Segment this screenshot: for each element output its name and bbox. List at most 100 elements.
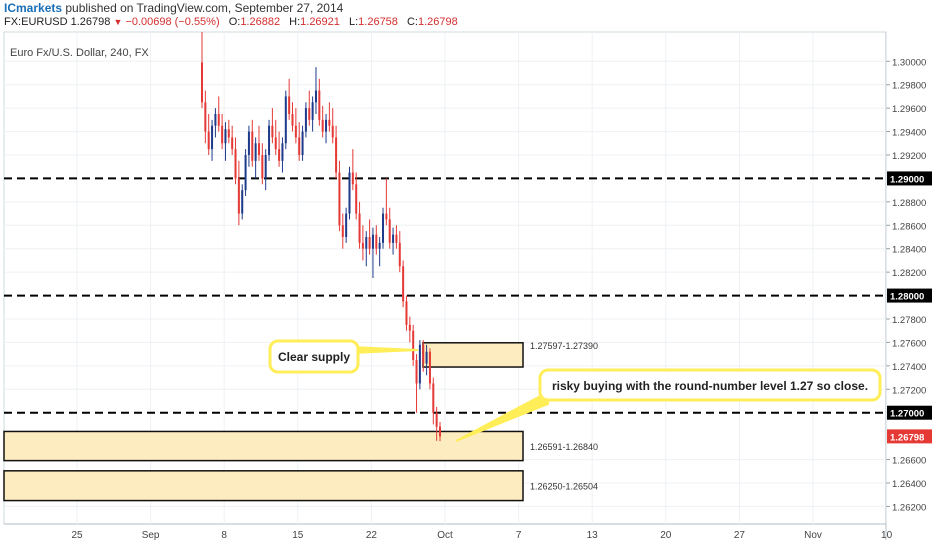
key-levels: 1.29000 1.28000 1.27000 1.26798 (4, 171, 932, 444)
candle-body (237, 178, 240, 214)
key-level-tag (887, 171, 932, 186)
candle-body (432, 383, 435, 413)
candle-body (224, 129, 227, 144)
zone-label: 1.27597-1.27390 (530, 341, 598, 351)
candle-body (402, 266, 405, 302)
publisher-link[interactable]: ICmarkets (4, 1, 63, 15)
x-tick-label: Nov (804, 530, 822, 541)
candle-body (422, 344, 425, 364)
zone-label: 1.26250-1.26504 (530, 482, 598, 492)
candle-body (227, 129, 230, 138)
candles (200, 32, 442, 442)
y-tick-label: 1.29800 (892, 81, 926, 92)
y-tick-label: 1.28200 (892, 268, 926, 279)
candle-body (331, 125, 334, 138)
candle-body (425, 351, 428, 364)
chart-header: ICmarkets published on TradingView.com, … (0, 0, 932, 30)
candle-body (398, 242, 401, 267)
candle-body (325, 119, 328, 132)
candle-body (395, 234, 398, 243)
open-value: 1.26882 (240, 16, 281, 28)
change-value: −0.00698 (−0.55%) (125, 16, 220, 28)
candle-body (382, 213, 385, 243)
candle-body (204, 102, 207, 132)
candle-body (221, 125, 224, 144)
callout-text: Clear supply (278, 350, 350, 364)
candle-body (278, 149, 281, 161)
ohlc-line: FX:EURUSD 1.26798 ▼ −0.00698 (−0.55%) O:… (4, 16, 458, 28)
candle-body (361, 242, 364, 249)
candle-body (268, 125, 271, 155)
candle-body (207, 131, 210, 150)
zone-box (422, 342, 524, 368)
y-tick-label: 1.26200 (892, 502, 926, 513)
candle-body (217, 114, 220, 126)
candle-body (435, 412, 438, 427)
high-label: H: (289, 16, 301, 28)
x-tick-label: Sep (142, 530, 160, 541)
candle-body (348, 172, 351, 214)
y-tick-label: 1.30000 (892, 57, 926, 68)
y-tick-label: 1.26600 (892, 456, 926, 467)
candle-body (211, 125, 214, 150)
key-level-tag (887, 405, 932, 420)
candle-body (335, 137, 338, 173)
candle-body (231, 137, 234, 150)
y-tick-label: 1.28400 (892, 245, 926, 256)
y-tick-label: 1.29200 (892, 151, 926, 162)
candle-body (304, 108, 307, 132)
candle-body (257, 143, 260, 155)
candle-body (200, 62, 204, 103)
low-label: L: (348, 16, 359, 28)
y-tick-label: 1.27800 (892, 315, 926, 326)
candle-body (392, 234, 395, 243)
key-level-label: 1.27000 (890, 409, 924, 420)
symbol-label: FX:EURUSD (4, 16, 68, 28)
y-tick-label: 1.29400 (892, 128, 926, 139)
candle-body (428, 351, 431, 384)
y-tick-label: 1.27400 (892, 362, 926, 373)
last-price-value: 1.26798 (70, 16, 111, 28)
candle-body (375, 234, 378, 249)
candle-body (241, 190, 244, 214)
candle-body (358, 213, 361, 243)
x-tick-label: 13 (587, 530, 599, 541)
x-tick-label: 10 (881, 530, 893, 541)
y-tick-label: 1.28800 (892, 198, 926, 209)
key-level-tag (887, 288, 932, 303)
candle-body (338, 172, 341, 226)
chart-title: Euro Fx/U.S. Dollar, 240, FX (10, 47, 149, 59)
candle-body (298, 137, 301, 155)
zones: 1.27597-1.27390 1.26591-1.26840 1.26250-1.… (3, 341, 598, 502)
candle-body (438, 426, 442, 437)
candle-body (284, 96, 287, 144)
x-tick-label: 20 (660, 530, 672, 541)
y-axis-labels: 1.30000 1.29800 1.29600 1.29400 1.29200 1.288… (886, 57, 926, 513)
candle-body (405, 301, 408, 325)
high-value: 1.26921 (300, 16, 340, 28)
key-level-label: 1.29000 (890, 174, 924, 185)
candle-body (378, 242, 381, 249)
last-price-label: 1.26798 (890, 432, 924, 443)
candle-body (385, 213, 388, 220)
y-tick-label: 1.26400 (892, 479, 926, 490)
candle-body (365, 237, 368, 249)
x-axis-labels: 25 Sep 8 15 22 Oct 7 13 20 27 Nov 10 (71, 530, 892, 541)
candle-body (388, 219, 391, 243)
close-value: 1.26798 (417, 16, 458, 28)
candle-body (244, 155, 247, 191)
candle-body (247, 131, 250, 155)
callouts: Clear supply risky buying with the round… (268, 339, 882, 442)
x-tick-label: 8 (221, 530, 227, 541)
down-arrow-icon: ▼ (113, 17, 123, 27)
close-label: C: (406, 16, 418, 28)
candle-body (234, 149, 237, 179)
x-tick-label: 27 (734, 530, 746, 541)
candle-body (314, 90, 317, 103)
candle-body (408, 324, 411, 331)
candle-body (345, 213, 348, 237)
candle-body (341, 225, 344, 237)
open-label: O: (228, 16, 241, 28)
candle-body (418, 344, 421, 384)
